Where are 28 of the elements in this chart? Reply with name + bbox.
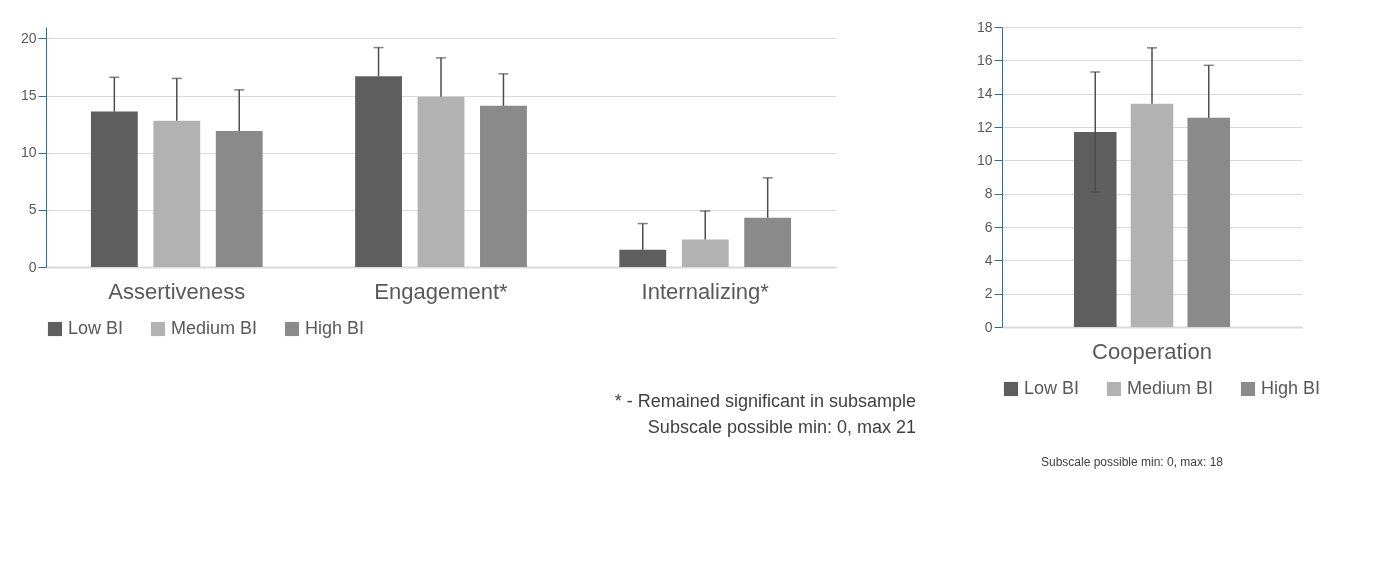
y-tick-label: 2	[984, 285, 993, 302]
x-tick-label: Cooperation	[1092, 338, 1212, 364]
legend-label: Low BI	[1024, 378, 1080, 398]
y-tick-label: 4	[984, 251, 993, 268]
text: * - Remained significant in subsample	[614, 391, 916, 411]
y-tick-label: 10	[976, 151, 993, 168]
y-tick-label: 18	[976, 18, 993, 35]
y-tick-label: 6	[984, 218, 993, 235]
legend-label: Medium BI	[1127, 378, 1214, 398]
y-tick-label: 20	[20, 29, 37, 46]
y-tick-label: 0	[28, 258, 37, 275]
y-tick-label: 15	[20, 87, 37, 104]
legend-label: Medium BI	[171, 318, 258, 338]
x-tick-label: Engagement*	[374, 278, 509, 304]
y-tick-label: 12	[976, 118, 993, 135]
x-tick-label: Internalizing*	[641, 278, 770, 304]
legend-label: High BI	[305, 318, 365, 338]
y-tick-label: 5	[28, 201, 37, 218]
legend-label: Low BI	[68, 318, 124, 338]
y-tick-label: 14	[976, 85, 993, 102]
y-tick-label: 0	[984, 318, 993, 335]
text: Subscale possible min: 0, max: 18	[1040, 455, 1224, 469]
x-tick-label: Assertiveness	[108, 278, 246, 304]
text: Subscale possible min: 0, max 21	[647, 417, 916, 437]
y-tick-label: 16	[976, 51, 993, 68]
y-tick-label: 8	[984, 185, 993, 202]
y-tick-label: 10	[20, 144, 37, 161]
legend-label: High BI	[1261, 378, 1321, 398]
